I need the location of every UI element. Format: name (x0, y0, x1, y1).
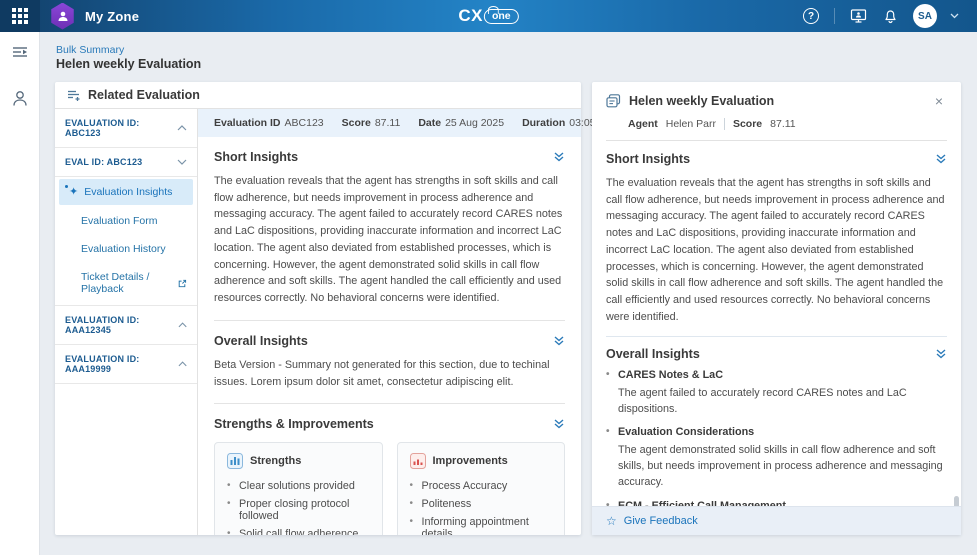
scrollbar-thumb[interactable] (954, 496, 959, 506)
meta-duration-label: Duration (522, 117, 566, 129)
meta-id-label: Evaluation ID (214, 117, 281, 129)
meta-date-value: 25 Aug 2025 (445, 117, 505, 129)
profile-button[interactable] (10, 88, 30, 108)
strength-item: Solid call flow adherence (227, 525, 370, 535)
ai-insights-icon: ✦ (64, 184, 79, 198)
tree-item-evaluation-form[interactable]: Evaluation Form (81, 215, 158, 227)
agent-label: Agent (628, 118, 658, 130)
give-feedback-link[interactable]: Give Feedback (623, 515, 698, 527)
overall-insights-title: Overall Insights (214, 333, 308, 348)
tree-item-evaluation-history[interactable]: Evaluation History (81, 243, 166, 255)
my-zone-hexagon-icon[interactable] (51, 2, 74, 30)
insight-point: ECM - Efficient Call Management The agen… (606, 500, 947, 506)
help-button[interactable]: ? (802, 7, 820, 25)
meta-date-label: Date (418, 117, 442, 129)
bell-icon (884, 10, 896, 24)
improvement-item: Informing appointment details (410, 513, 553, 535)
account-menu-button[interactable] (945, 7, 963, 25)
summary-panel: Helen weekly Evaluation × Agent Helen Pa… (592, 82, 961, 535)
meta-score-label: Score (341, 117, 371, 129)
collapse-section-icon[interactable] (553, 336, 565, 346)
tree-item-ticket-details[interactable]: Ticket Details / Playback (55, 263, 197, 306)
improvements-chart-icon (409, 453, 426, 470)
chevron-up-icon[interactable] (178, 322, 187, 328)
external-link-icon (178, 279, 187, 287)
collapse-section-icon[interactable] (935, 154, 947, 164)
meta-id-value: ABC123 (284, 117, 324, 129)
collapse-section-icon[interactable] (553, 152, 565, 162)
chevron-up-icon[interactable] (177, 125, 187, 131)
close-icon[interactable]: × (934, 93, 943, 109)
tree-group-aaa12345[interactable]: EVALUATION ID: AAA12345 (55, 306, 197, 345)
collapse-section-icon[interactable] (935, 349, 947, 359)
overall-insights-title: Overall Insights (606, 346, 700, 361)
help-icon: ? (803, 8, 819, 24)
divider (214, 403, 565, 405)
person-outline-icon (12, 90, 27, 106)
score-value: 87.11 (770, 118, 796, 130)
collapse-section-icon[interactable] (553, 419, 565, 429)
product-name: My Zone (85, 8, 140, 24)
tree-group-eval-abc123[interactable]: EVAL ID: ABC123 (55, 148, 197, 177)
tree-item-evaluation-insights[interactable]: ✦ Evaluation Insights (59, 179, 193, 205)
page-title: Helen weekly Evaluation (56, 57, 202, 71)
tree-group-aaa19999[interactable]: EVALUATION ID: AAA19999 (55, 345, 197, 384)
strengths-card: Strengths Clear solutions provided Prope… (214, 442, 383, 535)
breadcrumb[interactable]: Bulk Summary (56, 44, 125, 56)
chevron-down-icon[interactable] (177, 159, 187, 165)
user-avatar[interactable]: SA (913, 4, 937, 28)
strengths-chart-icon (227, 453, 243, 470)
improvement-item: Politeness (410, 495, 553, 513)
left-rail (0, 32, 40, 555)
agent-name: Helen Parr (665, 118, 716, 130)
cxone-logo: CX one (458, 0, 519, 32)
short-insights-body: The evaluation reveals that the agent ha… (606, 177, 945, 323)
divider (834, 8, 835, 24)
strength-item: Proper closing protocol followed (227, 495, 370, 525)
notifications-button[interactable] (881, 7, 899, 25)
summary-footer: ☆ Give Feedback (592, 506, 961, 535)
evaluation-meta-bar: Evaluation ID ABC123 Score 87.11 Date 25 Au… (198, 109, 610, 137)
summary-content: Short Insights The evaluation reveals th… (592, 141, 961, 506)
tree-group-abc123[interactable]: EVALUATION ID: ABC123 (55, 109, 197, 148)
related-evaluation-panel: Related Evaluation EVALUATION ID: ABC123… (55, 82, 610, 535)
strengths-title: Strengths (250, 455, 302, 468)
related-evaluation-icon (68, 90, 80, 101)
chevron-up-icon[interactable] (178, 361, 187, 367)
queue-list-button[interactable] (10, 42, 30, 62)
app-grid-icon (12, 8, 28, 24)
score-label: Score (732, 118, 763, 130)
divider (723, 118, 725, 130)
summary-title: Helen weekly Evaluation (629, 94, 775, 108)
app-launcher-button[interactable] (0, 0, 40, 32)
star-icon: ☆ (606, 514, 617, 528)
summary-doc-icon (606, 94, 621, 108)
classroom-button[interactable] (849, 7, 867, 25)
meta-score-value: 87.11 (374, 117, 401, 129)
short-insights-title: Short Insights (214, 150, 299, 164)
divider (606, 335, 947, 337)
insight-point: CARES Notes & LaC The agent failed to ac… (606, 369, 947, 417)
overall-insights-body: Beta Version - Summary not generated for… (214, 358, 550, 388)
person-icon (58, 11, 67, 21)
short-insights-body: The evaluation reveals that the agent ha… (214, 175, 563, 305)
insight-point: Evaluation Considerations The agent demo… (606, 426, 947, 491)
queue-list-icon (12, 47, 27, 57)
classroom-icon (850, 9, 866, 23)
panel-title: Related Evaluation (88, 88, 200, 102)
evaluation-tree: EVALUATION ID: ABC123 EVAL ID: ABC123 ✦ … (55, 109, 198, 535)
strength-item: Clear solutions provided (227, 477, 370, 495)
short-insights-title: Short Insights (606, 152, 691, 166)
chevron-down-icon (950, 13, 958, 19)
evaluation-content: Short Insights The evaluation reveals th… (198, 137, 581, 535)
improvement-item: Process Accuracy (410, 477, 553, 495)
top-bar: My Zone CX one ? SA (0, 0, 977, 32)
improvements-card: Improvements Process Accuracy Politeness… (396, 442, 565, 535)
improvements-title: Improvements (432, 455, 508, 468)
divider (214, 319, 565, 321)
strengths-improvements-title: Strengths & Improvements (214, 417, 374, 432)
